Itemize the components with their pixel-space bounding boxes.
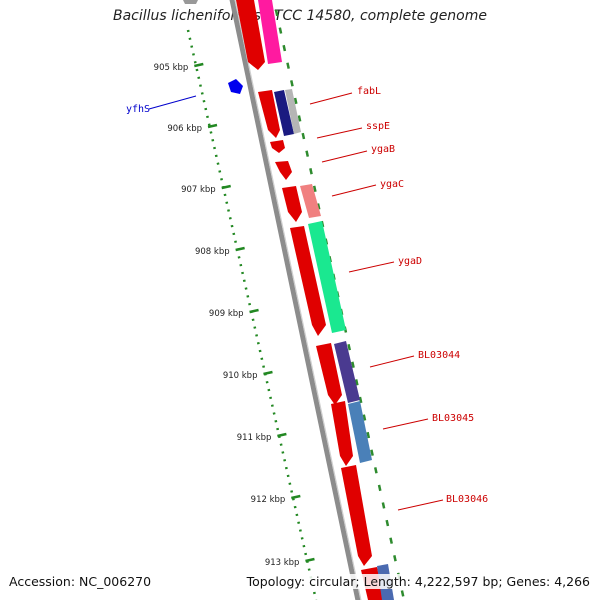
tick-label: 911 kbp	[237, 433, 272, 443]
tick-label: 908 kbp	[195, 247, 230, 257]
tick-ruler	[186, 29, 318, 600]
salmon-feature-ygaC	[300, 184, 321, 218]
leader-BL03044	[369, 355, 415, 368]
teal-feature-ygaD	[308, 221, 346, 333]
tick-mark	[249, 308, 259, 314]
genome-title: Bacillus licheniformis ATCC 14580, compl…	[113, 8, 487, 24]
gene-label-yfhS: yfhS	[126, 104, 150, 115]
leader-fabL	[309, 92, 353, 105]
tick-label: 906 kbp	[167, 124, 202, 134]
backbone-line	[229, 0, 361, 600]
purple-feature-BL03044	[334, 341, 360, 403]
leader-ygaB	[321, 150, 368, 163]
cds-block-fabL	[258, 90, 280, 138]
tick-mark	[221, 184, 231, 190]
leader-ygaC	[331, 184, 377, 197]
tick-label: 909 kbp	[209, 309, 244, 319]
gene-label-ygaD: ygaD	[398, 256, 422, 267]
gene-label-BL03044: BL03044	[418, 350, 460, 361]
gene-label-BL03046: BL03046	[446, 494, 488, 505]
tick-mark	[207, 123, 218, 129]
tick-mark	[291, 494, 301, 500]
leader-BL03046	[397, 499, 444, 511]
gene-label-ygaC: ygaC	[380, 179, 404, 190]
tick-label: 907 kbp	[181, 185, 216, 195]
tick-mark	[263, 370, 273, 376]
cds-block-BL03044	[316, 343, 342, 405]
leader-ygaD	[348, 261, 395, 273]
leader-BL03045	[382, 418, 429, 430]
gene-label-BL03045: BL03045	[432, 413, 474, 424]
tick-mark	[235, 246, 245, 252]
gene-label-fabL: fabL	[357, 86, 381, 97]
blue-feature-BL03045	[348, 401, 372, 463]
partial-gray-feature	[183, 0, 198, 4]
cds-block-ygaB	[275, 161, 292, 180]
tick-mark	[277, 432, 287, 438]
cds-block-ygaD	[290, 226, 326, 336]
gray-feature-fabL	[285, 89, 301, 134]
cds-block-BL03045	[331, 401, 353, 466]
tick-label: 910 kbp	[223, 371, 258, 381]
genome-summary-text: Topology: circular; Length: 4,222,597 bp…	[246, 574, 590, 589]
cds-block-1	[236, 0, 265, 70]
cds-block-BL03046	[341, 465, 372, 566]
cds-block-yfhS	[228, 79, 243, 94]
tick-label: 912 kbp	[251, 495, 286, 505]
accession-text: Accession: NC_006270	[9, 574, 152, 589]
navy-feature-fabL	[274, 90, 294, 136]
tick-mark	[194, 62, 204, 68]
leader-sspE	[316, 127, 363, 139]
cds-block-ygaC	[282, 186, 302, 222]
tick-mark	[305, 557, 315, 563]
leader-yfhS	[148, 95, 197, 110]
gene-label-ygaB: ygaB	[371, 144, 395, 155]
gene-label-sspE: sspE	[366, 121, 390, 132]
pink-feature	[258, 0, 282, 64]
tick-label: 913 kbp	[265, 558, 300, 568]
tick-label: 905 kbp	[154, 63, 189, 73]
cds-block-sspE	[270, 140, 285, 153]
